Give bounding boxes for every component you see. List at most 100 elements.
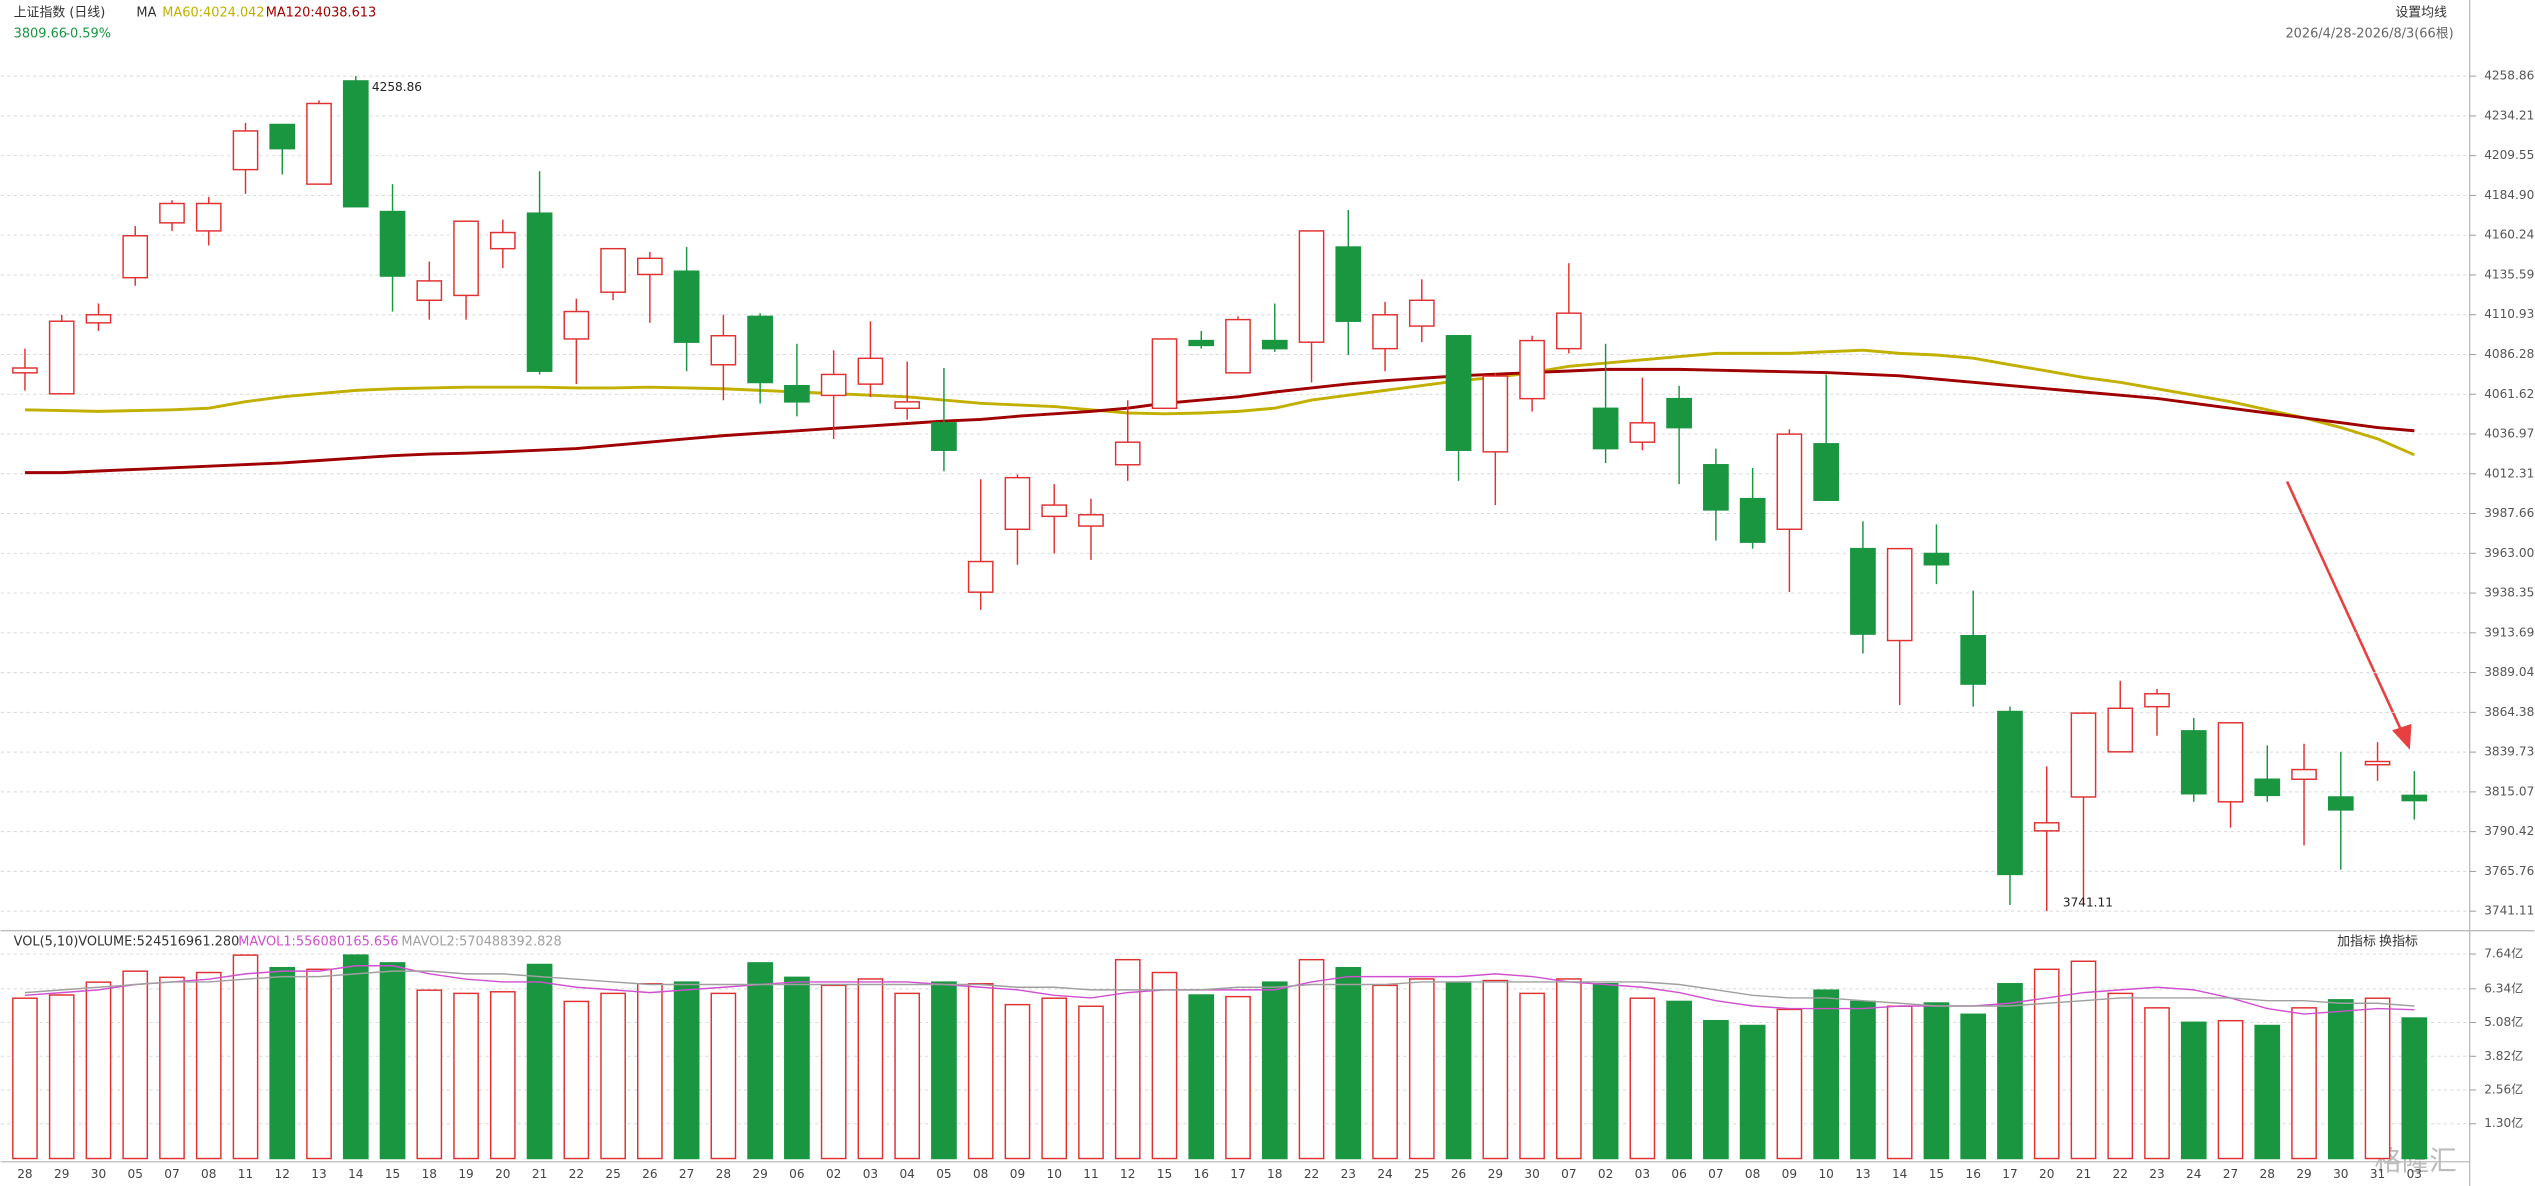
candle-body — [1997, 710, 2023, 876]
candle-body — [48, 320, 75, 395]
candle-body — [1739, 497, 1766, 543]
volume-bar — [85, 981, 112, 1160]
y-tick-label: 3.82亿 — [2484, 1048, 2523, 1063]
y-tick-label: 3790.42 — [2484, 824, 2534, 838]
candle-body — [1004, 476, 1031, 530]
x-tick-label: 08 — [201, 1167, 216, 1181]
candle-body — [2217, 722, 2244, 803]
volume-bar — [2033, 968, 2060, 1160]
volume-bar — [1813, 989, 1840, 1160]
volume-bar — [1482, 979, 1509, 1160]
candle-body — [710, 335, 737, 366]
candle-body — [159, 202, 185, 224]
y-tick-label: 3889.04 — [2484, 665, 2534, 679]
volume-bar — [563, 1000, 590, 1160]
y-tick-label: 3839.73 — [2484, 745, 2534, 759]
x-tick-label: 29 — [1488, 1167, 1503, 1181]
candle-body — [12, 367, 38, 374]
y-tick-label: 4135.59 — [2484, 267, 2534, 281]
volume-bar — [673, 981, 700, 1160]
add-indicator[interactable]: 加指标 — [2337, 935, 2376, 950]
candle-body — [1519, 339, 1545, 400]
y-tick-label: 4012.31 — [2484, 466, 2534, 480]
candle-body — [857, 357, 884, 385]
candle-body — [1335, 246, 1362, 322]
arrow-head — [2392, 723, 2412, 750]
volume-bar — [2070, 960, 2097, 1160]
x-tick-label: 18 — [422, 1167, 437, 1181]
candle-body — [1408, 299, 1435, 327]
volume-bar — [1408, 978, 1435, 1160]
x-tick-label: 17 — [2002, 1167, 2017, 1181]
x-tick-label: 05 — [128, 1167, 143, 1181]
candle-body — [1482, 375, 1509, 453]
y-tick-label: 4209.55 — [2484, 148, 2534, 162]
x-tick-label: 11 — [238, 1167, 253, 1181]
x-tick-label: 05 — [936, 1167, 951, 1181]
set-ma[interactable]: 设置均线 — [2395, 5, 2447, 20]
candle-body — [1261, 339, 1288, 350]
candle-body — [379, 210, 406, 277]
candle-body — [122, 235, 149, 279]
annotation: 3741.11 — [2063, 896, 2113, 910]
x-tick-label: 02 — [1598, 1167, 1613, 1181]
x-tick-label: 14 — [348, 1167, 364, 1181]
x-tick-label: 16 — [1965, 1167, 1980, 1181]
y-tick-label: 3963.00 — [2484, 546, 2534, 560]
volume-bar — [306, 968, 332, 1160]
volume-bar — [637, 983, 663, 1160]
y-tick-label: 4184.90 — [2484, 188, 2534, 202]
annotation: 4258.86 — [372, 80, 422, 94]
ma-line — [24, 970, 2415, 1007]
candle-body — [1225, 318, 1251, 374]
x-tick-label: 23 — [1341, 1167, 1356, 1181]
x-tick-label: 24 — [2186, 1167, 2202, 1181]
candle-body — [1923, 552, 1950, 566]
x-tick-label: 21 — [2076, 1167, 2091, 1181]
candle-body — [1445, 335, 1472, 451]
x-tick-label: 14 — [1892, 1167, 1908, 1181]
candle-body — [747, 315, 773, 384]
candle-body — [1556, 312, 1582, 350]
volume-bar — [48, 994, 75, 1160]
x-tick-label: 03 — [863, 1167, 878, 1181]
x-tick-label: 07 — [1561, 1167, 1576, 1181]
x-tick-label: 12 — [275, 1167, 290, 1181]
volume-bar — [526, 963, 553, 1160]
volume-bar — [1188, 994, 1215, 1160]
candle-body — [1151, 338, 1178, 410]
volume-bar — [195, 971, 222, 1160]
y-tick-label: 4110.93 — [2484, 307, 2534, 321]
volume-bar — [857, 978, 884, 1160]
volume-bar — [710, 992, 737, 1160]
x-tick-label: 29 — [752, 1167, 767, 1181]
x-tick-label: 16 — [1194, 1167, 1209, 1181]
candle-body — [342, 80, 369, 208]
x-tick-label: 09 — [1782, 1167, 1797, 1181]
volume-bar — [1629, 997, 1656, 1160]
volume-bar — [2364, 997, 2391, 1160]
x-tick-label: 13 — [311, 1167, 326, 1181]
x-tick-label: 22 — [2113, 1167, 2128, 1181]
x-tick-label: 17 — [1230, 1167, 1245, 1181]
candle-body — [1188, 339, 1215, 347]
volume-bar — [2327, 999, 2354, 1160]
volume-bar — [1445, 981, 1472, 1160]
x-tick-label: 20 — [2039, 1167, 2054, 1181]
x-tick-label: 08 — [1745, 1167, 1760, 1181]
y-tick-label: 4061.62 — [2484, 387, 2534, 401]
switch-indicator[interactable]: 换指标 — [2379, 935, 2418, 950]
candle-body — [637, 257, 663, 276]
y-tick-label: 4086.28 — [2484, 347, 2534, 361]
y-tick-label: 5.08亿 — [2484, 1014, 2523, 1029]
candle-body — [2291, 768, 2317, 780]
x-tick-label: 07 — [1708, 1167, 1723, 1181]
candle-body — [1078, 514, 1104, 527]
title: 上证指数 (日线) — [14, 5, 106, 20]
candle-body — [820, 373, 847, 397]
volume-bar — [784, 976, 810, 1160]
candle-body — [784, 385, 810, 403]
y-tick-label: 3938.35 — [2484, 586, 2534, 600]
volume-bar — [2401, 1017, 2428, 1160]
volume-bar — [2144, 1007, 2170, 1160]
